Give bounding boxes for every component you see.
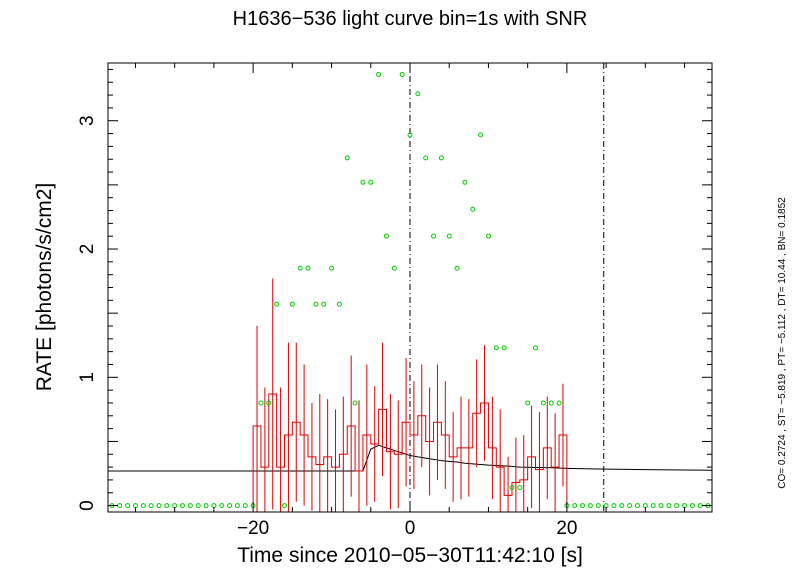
snr-point: [368, 179, 374, 185]
y-tick-label: 0: [77, 500, 98, 511]
snr-point: [462, 179, 468, 185]
snr-point: [501, 345, 507, 351]
snr-point: [407, 132, 413, 138]
snr-point: [117, 503, 123, 509]
fit-parameters-text: CO= 0.2724 , ST= −5.819 , PT= −5.112 , D…: [777, 197, 788, 489]
snr-point: [336, 301, 342, 307]
x-tick-label: −20: [237, 518, 269, 539]
snr-point: [172, 503, 178, 509]
snr-point: [148, 503, 154, 509]
snr-point: [289, 301, 295, 307]
snr-point: [399, 72, 405, 78]
reference-lines: [409, 63, 605, 512]
snr-point: [595, 503, 601, 509]
snr-point: [352, 400, 358, 406]
snr-point: [603, 503, 609, 509]
snr-point: [525, 400, 531, 406]
snr-point: [274, 301, 280, 307]
snr-point: [156, 503, 162, 509]
rate-histogram: [252, 393, 568, 506]
snr-point: [509, 485, 515, 491]
snr-point: [572, 503, 578, 509]
snr-point: [446, 233, 452, 239]
y-tick-label: 3: [77, 115, 98, 126]
snr-point: [423, 155, 429, 161]
snr-point: [313, 301, 319, 307]
snr-point: [234, 503, 240, 509]
snr-point: [674, 503, 680, 509]
snr-point: [666, 503, 672, 509]
snr-point: [478, 132, 484, 138]
snr-point: [132, 503, 138, 509]
snr-point: [485, 233, 491, 239]
snr-point: [383, 233, 389, 239]
snr-point: [627, 503, 633, 509]
snr-point: [619, 503, 625, 509]
snr-point: [580, 503, 586, 509]
snr-point: [587, 503, 593, 509]
snr-point: [360, 179, 366, 185]
snr-point: [140, 503, 146, 509]
plot-axes: −20 0 20 0 1 2 3: [77, 62, 713, 539]
snr-point: [548, 400, 554, 406]
snr-point: [344, 155, 350, 161]
snr-point: [493, 345, 499, 351]
snr-point: [438, 155, 444, 161]
snr-point: [258, 400, 264, 406]
snr-point: [329, 265, 335, 271]
chart-title: H1636−536 light curve bin=1s with SNR: [233, 8, 588, 30]
snr-point: [180, 503, 186, 509]
y-axis-label: RATE [photons/s/cm2]: [33, 183, 56, 392]
snr-point: [203, 503, 209, 509]
snr-point: [125, 503, 131, 509]
snr-point: [195, 503, 201, 509]
snr-point: [697, 503, 703, 509]
y-tick-label: 2: [77, 244, 98, 255]
snr-point: [517, 485, 523, 491]
snr-point: [642, 503, 648, 509]
snr-point: [391, 265, 397, 271]
snr-point: [689, 503, 695, 509]
snr-point: [415, 91, 421, 97]
snr-series: [109, 72, 711, 509]
snr-point: [321, 301, 327, 307]
snr-point: [431, 233, 437, 239]
snr-point: [533, 345, 539, 351]
x-axis-label: Time since 2010−05−30T11:42:10 [s]: [237, 544, 583, 567]
snr-point: [682, 503, 688, 509]
snr-point: [470, 206, 476, 212]
snr-point: [164, 503, 170, 509]
snr-point: [611, 503, 617, 509]
snr-point: [454, 265, 460, 271]
snr-point: [556, 400, 562, 406]
snr-point: [266, 400, 272, 406]
snr-point: [540, 400, 546, 406]
snr-point: [376, 72, 382, 78]
y-tick-label: 1: [77, 372, 98, 383]
snr-point: [658, 503, 664, 509]
snr-point: [187, 503, 193, 509]
x-tick-label: 20: [556, 518, 577, 539]
snr-point: [297, 265, 303, 271]
snr-point: [634, 503, 640, 509]
rate-series: [252, 278, 568, 512]
x-tick-label: 0: [405, 518, 416, 539]
snr-point: [650, 503, 656, 509]
snr-point: [227, 503, 233, 509]
snr-point: [219, 503, 225, 509]
snr-point: [281, 503, 287, 509]
snr-point: [211, 503, 217, 509]
snr-point: [305, 265, 311, 271]
snr-point: [242, 503, 248, 509]
